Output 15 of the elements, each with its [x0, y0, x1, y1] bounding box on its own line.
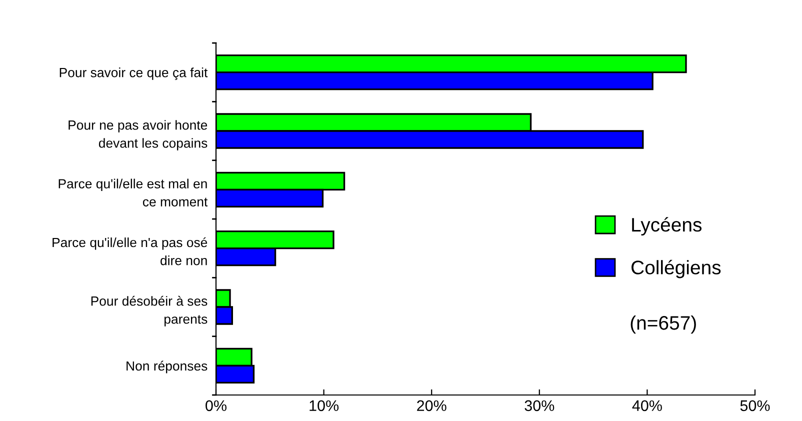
x-tick-label: 50% [740, 400, 770, 412]
annotation: (n=657) [630, 316, 696, 334]
y-tick-label: Non réponses [126, 360, 208, 374]
x-tick-label: 0% [206, 400, 226, 412]
y-tick-label: Pour ne pas avoir honte devant les copains [68, 120, 208, 150]
x-tick-label: 20% [417, 400, 446, 412]
y-tick-label: Pour désobéir à ses parents [91, 296, 208, 326]
x-tick-label: 30% [524, 400, 554, 412]
x-tick-label: 40% [632, 400, 662, 412]
x-tick-label: 10% [310, 400, 339, 412]
y-tick-label: Parce qu'il/elle est mal en ce moment [58, 178, 208, 206]
y-tick-label: Parce qu'il/elle n'a pas osé dire non [52, 237, 208, 266]
y-tick-label: Pour savoir ce que ça fait [60, 68, 208, 80]
legend-label: Lycéens [632, 217, 702, 236]
legend-label: Collégiens [632, 260, 721, 278]
